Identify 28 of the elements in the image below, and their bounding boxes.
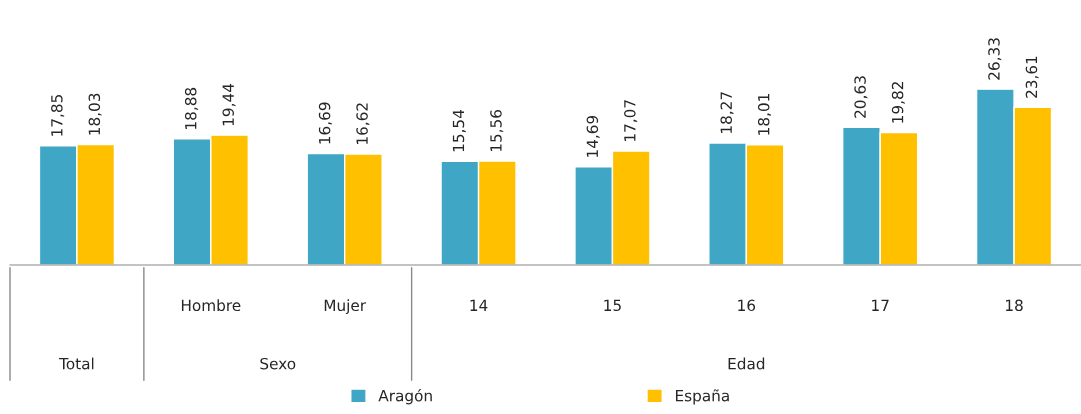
data-label: 17,85 bbox=[51, 95, 65, 136]
text: Edad bbox=[728, 357, 765, 370]
data-label: 18,27 bbox=[720, 92, 734, 133]
x-tick-label: 18 bbox=[1006, 299, 1023, 312]
data-label: 14,69 bbox=[586, 115, 600, 157]
x-tick-label: 16 bbox=[738, 299, 756, 312]
data-label: 15,54 bbox=[452, 109, 466, 152]
data-label: 19,82 bbox=[891, 82, 905, 123]
data-label: 16,69 bbox=[318, 102, 332, 144]
data-label: 18,03 bbox=[88, 93, 102, 135]
data-label: 15,56 bbox=[490, 109, 504, 152]
legend-label: España bbox=[676, 389, 729, 405]
data-label: 26,33 bbox=[988, 38, 1002, 80]
x-tick-label: Mujer bbox=[324, 299, 367, 315]
data-label: 19,44 bbox=[222, 83, 236, 126]
x-tick-label: Hombre bbox=[181, 299, 241, 312]
data-label: 18,88 bbox=[184, 87, 199, 129]
text: Sexo bbox=[260, 357, 296, 370]
x-tick-label: 15 bbox=[604, 299, 621, 312]
text: Total bbox=[59, 357, 94, 370]
data-label: 23,61 bbox=[1025, 56, 1039, 98]
data-label: 18,01 bbox=[757, 94, 772, 135]
legend-label: Aragón bbox=[378, 388, 432, 405]
data-label: 16,62 bbox=[356, 103, 370, 144]
data-label: 17,07 bbox=[624, 100, 638, 141]
x-tick-label: 17 bbox=[872, 299, 889, 311]
x-tick-label: 14 bbox=[470, 299, 488, 311]
data-label: 20,63 bbox=[854, 76, 868, 118]
